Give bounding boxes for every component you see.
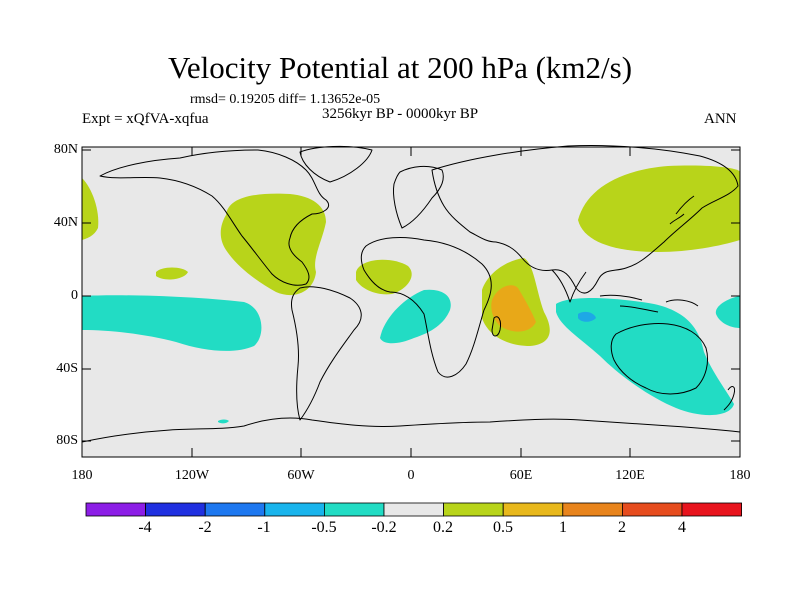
colorbar-label: 4	[678, 519, 686, 536]
coast-africa	[360, 237, 492, 378]
pos-region-north-america	[220, 193, 326, 296]
neg-region-pacific	[82, 295, 262, 351]
lon-label-180w: 180	[71, 468, 93, 483]
neg-core-indo-pacific	[578, 311, 596, 322]
coast-south-america	[291, 286, 362, 421]
lon-label-120w: 120W	[174, 468, 210, 483]
neg-region-indo-pacific	[556, 298, 734, 416]
time-period-label: 3256kyr BP - 0000kyr BP	[322, 106, 479, 122]
lon-label-0: 0	[407, 468, 415, 483]
colorbar-box	[85, 502, 146, 517]
lat-label-40s: 40S	[56, 361, 78, 376]
colorbar-box	[681, 502, 742, 517]
pos-region-small-pacific	[156, 267, 188, 280]
lon-label-120e: 120E	[615, 468, 645, 483]
lon-label-180e: 180	[729, 468, 751, 483]
colorbar-label: 0.5	[493, 519, 513, 536]
pos-region-asia-pacific	[578, 165, 740, 252]
coast-north-america	[99, 149, 330, 286]
lat-label-80s: 80S	[56, 433, 78, 448]
lat-label-eq: 0	[71, 288, 78, 303]
coast-indonesia	[599, 294, 699, 313]
lat-ticks	[82, 149, 740, 442]
coastlines	[81, 144, 741, 443]
lat-label-80n: 80N	[53, 142, 78, 157]
coast-australia	[610, 323, 709, 395]
colorbar-label: 1	[559, 519, 567, 536]
season-label: ANN	[704, 111, 737, 127]
colorbar-label: -0.5	[311, 519, 337, 536]
coast-madagascar	[491, 316, 501, 337]
colorbar-box	[502, 502, 564, 517]
pos-region-east-pacific-edge	[82, 178, 99, 240]
lon-label-60e: 60E	[509, 468, 533, 483]
colorbar-label: -2	[198, 519, 212, 536]
coast-india	[551, 269, 587, 303]
colorbar-box	[264, 502, 325, 517]
experiment-label: Expt = xQfVA-xqfua	[82, 111, 209, 127]
colorbar-box	[443, 502, 504, 517]
coast-eurasia	[431, 144, 739, 294]
colorbar-box	[383, 502, 444, 517]
colorbar-box	[562, 502, 623, 517]
neg-region-tiny-south	[218, 419, 229, 424]
coast-new-zealand	[723, 386, 735, 411]
colorbar-label: -0.2	[371, 519, 397, 536]
colorbar-box	[323, 502, 385, 517]
colorbar-label: -4	[138, 519, 152, 536]
coast-europe	[393, 165, 444, 229]
negative-anomaly-regions	[82, 289, 740, 424]
colorbar-box	[204, 502, 266, 517]
pos-region-west-africa	[356, 259, 412, 295]
coast-antarctica	[81, 417, 741, 443]
rmsd-diff-stats: rmsd= 0.19205 diff= 1.13652e-05	[190, 92, 381, 107]
plot-title: Velocity Potential at 200 hPa (km2/s)	[167, 50, 633, 85]
colorbar	[85, 502, 742, 517]
coast-japan	[669, 195, 695, 225]
colorbar-label: -1	[257, 519, 271, 536]
colorbar-label: 2	[618, 519, 626, 536]
lon-label-60w: 60W	[287, 468, 315, 483]
neg-region-south-atlantic	[380, 289, 451, 344]
colorbar-box	[145, 502, 206, 517]
colorbar-label: 0.2	[433, 519, 453, 536]
neg-region-east-edge	[715, 296, 740, 328]
lon-ticks	[81, 147, 741, 457]
pos-core-east-africa	[491, 285, 536, 332]
colorbar-box	[622, 502, 683, 517]
lat-label-40n: 40N	[53, 215, 78, 230]
